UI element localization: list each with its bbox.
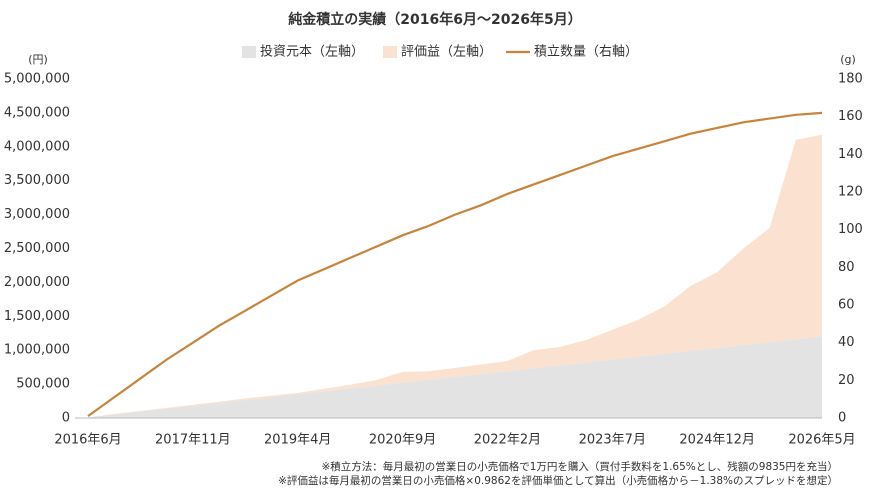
y2-tick-label: 60 — [838, 298, 855, 313]
y-tick-label: 4,500,000 — [4, 105, 70, 120]
y2-tick-label: 0 — [838, 411, 846, 426]
y-tick-label: 500,000 — [16, 377, 70, 392]
y2-tick-label: 160 — [838, 109, 863, 124]
y2-tick-label: 180 — [838, 72, 863, 87]
y-tick-label: 2,500,000 — [4, 241, 70, 256]
x-tick-label: 2026年5月 — [788, 433, 855, 448]
x-tick-label: 2023年7月 — [579, 433, 646, 448]
legend-swatch — [383, 46, 397, 58]
y-tick-label: 4,000,000 — [4, 139, 70, 154]
y2-tick-label: 80 — [838, 260, 855, 275]
y-tick-label: 3,000,000 — [4, 207, 70, 222]
y-tick-label: 5,000,000 — [4, 72, 70, 87]
y2-tick-label: 140 — [838, 147, 863, 162]
y-tick-label: 0 — [62, 411, 70, 426]
y2-tick-label: 120 — [838, 185, 863, 200]
y-tick-label: 2,000,000 — [4, 275, 70, 290]
y-tick-label: 1,500,000 — [4, 309, 70, 324]
y-tick-label: 1,000,000 — [4, 343, 70, 358]
legend-label: 投資元本（左軸） — [260, 44, 364, 60]
y2-tick-label: 40 — [838, 335, 855, 350]
y2-tick-label: 100 — [838, 222, 863, 237]
area — [88, 134, 822, 418]
x-tick-label: 2022年2月 — [474, 433, 541, 448]
x-tick-label: 2016年6月 — [54, 433, 121, 448]
y2-tick-label: 20 — [838, 373, 855, 388]
legend-label: 評価益（左軸） — [401, 45, 492, 60]
chart-title: 純金積立の実績（2016年6月～2026年5月） — [288, 11, 581, 28]
legend-swatch — [242, 46, 256, 58]
footnote: ※積立方法：毎月最初の営業日の小売価格で1万円を購入（買付手数料を1.65%とし… — [321, 460, 838, 473]
x-tick-label: 2019年4月 — [264, 433, 331, 448]
x-tick-label: 2020年9月 — [369, 433, 436, 448]
y2-unit: (g) — [840, 53, 856, 66]
footnote: ※評価益は毎月最初の営業日の小売価格×0.9862を評価単価として算出（小売価格… — [278, 474, 838, 487]
area — [88, 336, 822, 418]
x-tick-label: 2024年12月 — [679, 433, 755, 448]
x-tick-label: 2017年11月 — [155, 433, 231, 448]
line — [87, 111, 823, 418]
legend-label: 積立数量（右軸） — [534, 45, 638, 60]
y-tick-label: 3,500,000 — [4, 173, 70, 188]
y-unit: (円) — [28, 53, 48, 66]
